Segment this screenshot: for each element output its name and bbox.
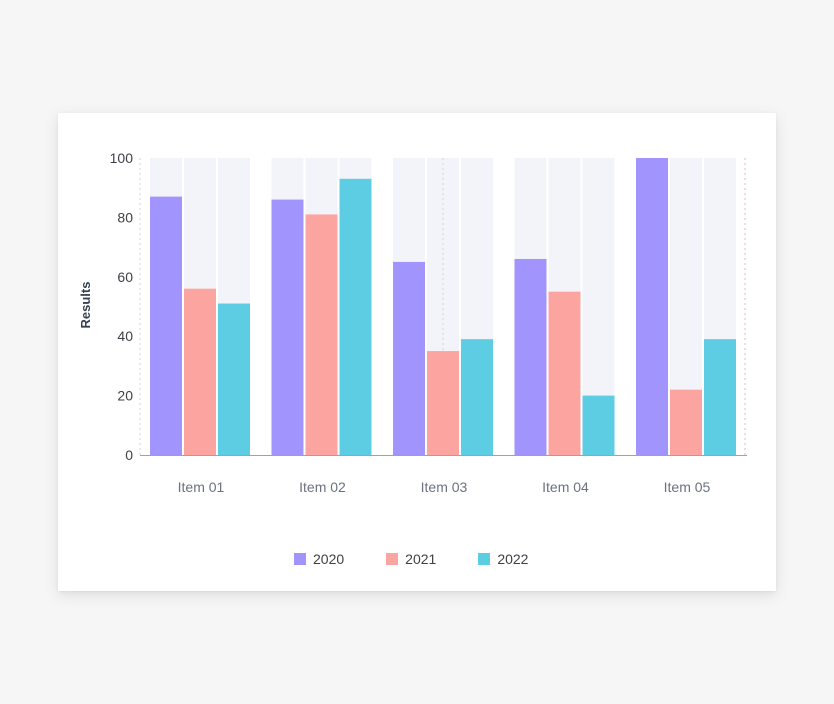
y-tick-label: 100 xyxy=(110,150,134,166)
legend-item[interactable]: 2021 xyxy=(386,551,436,567)
legend: 2020 2021 2022 xyxy=(294,549,528,569)
bar xyxy=(150,196,182,456)
legend-swatch xyxy=(386,553,399,565)
legend-label: 2022 xyxy=(497,551,529,567)
x-tick-label: Item 01 xyxy=(178,479,225,495)
bar xyxy=(514,258,547,455)
x-tick-label: Item 04 xyxy=(542,479,589,495)
bar xyxy=(339,178,372,456)
bar xyxy=(393,261,425,455)
bar xyxy=(218,303,250,455)
y-tick-labels: 0 20 40 60 80 100 xyxy=(110,150,134,463)
bar xyxy=(427,351,459,455)
legend-label: 2021 xyxy=(405,551,437,567)
bar xyxy=(184,288,216,455)
bar xyxy=(670,389,702,455)
bar xyxy=(271,199,304,455)
x-tick-label: Item 05 xyxy=(664,479,711,495)
legend-swatch xyxy=(478,553,491,565)
bar xyxy=(636,158,668,455)
y-tick-label: 60 xyxy=(117,269,133,285)
legend-swatch xyxy=(294,553,306,565)
x-tick-label: Item 03 xyxy=(421,479,468,495)
legend-label: 2020 xyxy=(313,551,345,567)
bars xyxy=(150,158,736,456)
x-tick-labels: Item 01 Item 02 Item 03 Item 04 Item 05 xyxy=(178,479,711,495)
y-tick-label: 20 xyxy=(117,388,133,404)
y-tick-label: 40 xyxy=(117,328,133,344)
bar xyxy=(461,339,493,455)
bar xyxy=(305,214,338,455)
legend-item[interactable]: 2020 xyxy=(294,551,344,567)
x-tick-label: Item 02 xyxy=(299,479,346,495)
bar xyxy=(582,395,615,455)
y-tick-label: 0 xyxy=(125,447,133,463)
bar xyxy=(548,291,581,455)
y-tick-label: 80 xyxy=(117,209,133,225)
bar xyxy=(704,339,736,455)
legend-item[interactable]: 2022 xyxy=(478,551,528,567)
y-axis-title: Results xyxy=(78,282,93,329)
